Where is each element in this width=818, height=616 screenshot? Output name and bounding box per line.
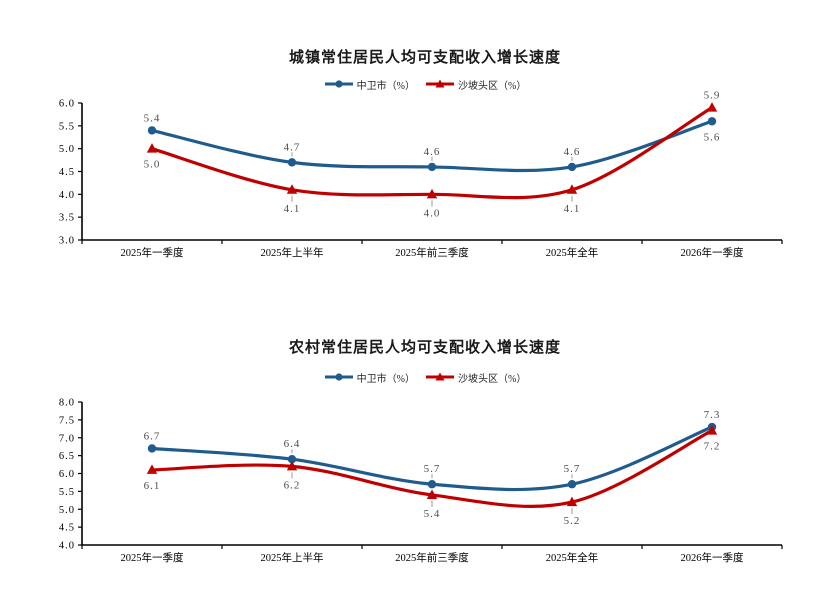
legend-item-shapotouqu: 沙坡头区（%）	[425, 77, 526, 92]
data-label: 5.4	[424, 508, 441, 520]
data-label: 7.2	[704, 441, 721, 453]
y-tick-label: 6.0	[59, 99, 75, 110]
y-tick-label: 4.5	[59, 167, 75, 178]
legend-item-shapotouqu: 沙坡头区（%）	[425, 370, 526, 385]
line-circle-marker-icon	[324, 373, 353, 381]
data-label: 4.0	[424, 207, 441, 219]
rural-income-chart: 农村常住居民人均可支配收入增长速度 中卫市（%） 沙坡头区（%） 4.0 4.5 5…	[0, 308, 818, 616]
data-label: 6.1	[144, 480, 161, 492]
x-category-label: 2025年一季度	[121, 551, 184, 564]
legend-label: 中卫市（%）	[356, 373, 415, 385]
x-category-label: 2025年全年	[546, 551, 599, 564]
data-label: 6.2	[284, 479, 301, 491]
data-point-marker-triangle	[566, 496, 578, 507]
data-point-marker-triangle	[706, 102, 718, 112]
data-label: 6.7	[144, 430, 161, 442]
legend-item-zhongweishi: 中卫市（%）	[324, 77, 415, 92]
plot-area-rural: 4.0 4.5 5.0 5.5 6.0 6.5 7.0 7.5 8.0 2025年一季度 2025年…	[59, 398, 783, 564]
legend-item-zhongweishi: 中卫市（%）	[324, 370, 415, 385]
data-label: 4.1	[284, 203, 301, 215]
x-category-label: 2025年前三季度	[395, 551, 469, 564]
data-point-marker-triangle	[146, 464, 158, 474]
urban-income-chart: 城镇常住居民人均可支配收入增长速度 中卫市（%） 沙坡头区（%） 3.0 3.5 4…	[0, 0, 818, 300]
data-point-marker-triangle	[146, 143, 158, 153]
data-label: 5.7	[564, 463, 581, 475]
chart-legend: 中卫市（%） 沙坡头区（%）	[32, 76, 818, 92]
y-tick-label: 5.5	[59, 487, 75, 498]
y-tick-label: 7.0	[59, 433, 75, 444]
y-tick-label: 4.0	[59, 190, 75, 201]
plot-area-urban: 3.0 3.5 4.0 4.5 5.0 5.5 6.0 2025年一季度 2025年上半年 202…	[59, 90, 783, 259]
y-tick-label: 6.0	[59, 469, 75, 480]
y-tick-label: 5.0	[59, 505, 75, 516]
data-point-marker-triangle	[566, 184, 578, 194]
legend-label: 中卫市（%）	[356, 80, 415, 92]
data-point-marker-circle	[147, 126, 157, 135]
legend-label: 沙坡头区（%）	[458, 80, 527, 92]
data-point-marker-circle	[287, 158, 297, 167]
x-category-label: 2025年上半年	[261, 551, 324, 564]
data-point-marker-circle	[427, 162, 437, 172]
legend-label: 沙坡头区（%）	[458, 373, 527, 385]
x-category-label: 2026年一季度	[681, 246, 744, 259]
data-point-marker-triangle	[706, 425, 718, 435]
data-point-marker-circle	[567, 480, 577, 489]
data-label: 5.9	[704, 90, 721, 102]
data-label: 5.0	[144, 159, 161, 171]
x-category-label: 2025年全年	[546, 246, 599, 259]
data-point-marker-circle	[427, 480, 437, 489]
data-label: 6.4	[284, 438, 301, 450]
data-label: 5.2	[564, 515, 581, 527]
data-label: 4.6	[424, 146, 441, 158]
y-tick-label: 6.5	[59, 451, 75, 462]
y-tick-label: 5.5	[59, 121, 75, 132]
data-point-marker-triangle	[286, 184, 298, 194]
chart-title: 农村常住居民人均可支配收入增长速度	[288, 338, 561, 356]
x-category-label: 2025年一季度	[121, 246, 184, 259]
y-tick-label: 5.0	[59, 144, 75, 155]
y-tick-label: 4.0	[59, 541, 75, 552]
chart-legend: 中卫市（%） 沙坡头区（%）	[32, 369, 818, 385]
data-point-marker-circle	[707, 117, 717, 126]
data-label: 5.4	[144, 112, 161, 124]
y-tick-label: 3.0	[59, 236, 75, 247]
line-triangle-marker-icon	[426, 372, 454, 381]
y-tick-label: 7.5	[59, 415, 75, 426]
data-label: 7.3	[704, 409, 721, 421]
x-category-label: 2025年前三季度	[395, 246, 469, 259]
line-circle-marker-icon	[324, 80, 353, 88]
data-label: 5.7	[424, 463, 441, 475]
x-category-label: 2025年上半年	[261, 246, 324, 259]
y-tick-label: 8.0	[59, 398, 75, 409]
x-category-label: 2026年一季度	[681, 551, 744, 564]
y-tick-label: 4.5	[59, 523, 75, 534]
data-label: 4.7	[284, 141, 301, 153]
data-point-marker-circle	[147, 444, 157, 453]
data-point-marker-circle	[567, 162, 577, 172]
data-point-marker-triangle	[286, 460, 298, 471]
data-point-marker-circle	[287, 455, 297, 464]
data-label: 5.6	[704, 131, 721, 143]
data-point-marker-triangle	[426, 188, 438, 199]
chart-title: 城镇常住居民人均可支配收入增长速度	[288, 48, 561, 66]
data-label: 4.1	[564, 203, 581, 215]
y-tick-label: 3.5	[59, 213, 75, 224]
data-point-marker-triangle	[426, 489, 438, 499]
data-label: 4.6	[564, 146, 581, 158]
line-triangle-marker-icon	[426, 79, 454, 88]
